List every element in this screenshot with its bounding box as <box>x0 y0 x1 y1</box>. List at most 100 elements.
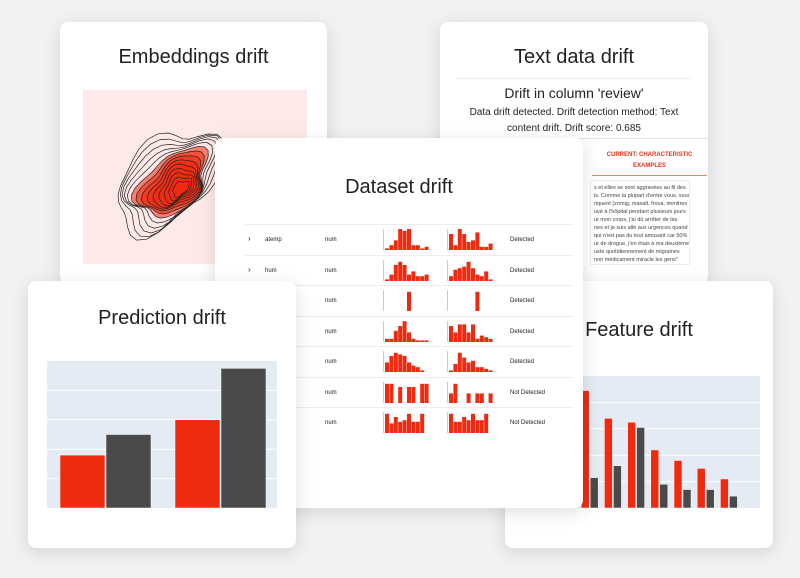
ref-histogram <box>383 290 411 311</box>
table-row[interactable]: num Detected <box>245 315 573 347</box>
density-contour <box>126 142 214 224</box>
table-row[interactable]: num Not Detected <box>245 376 573 408</box>
ref-histogram <box>383 381 429 403</box>
cur-histogram <box>447 351 493 372</box>
drift-status: Detected <box>510 237 535 243</box>
card-title: Dataset drift <box>345 176 453 198</box>
hist-bar <box>424 246 429 250</box>
feature-name: atemp <box>265 237 282 243</box>
hist-bar <box>385 413 389 433</box>
example-line: qui n'est pas du tout amusant car 50% <box>594 233 688 239</box>
hist-bar <box>420 275 425 281</box>
density-contour <box>117 132 225 241</box>
hist-bar <box>389 245 394 250</box>
bar <box>627 421 636 508</box>
expand-chevron-icon[interactable]: › <box>248 234 251 243</box>
hist-bar <box>488 278 493 281</box>
hist-bar <box>420 339 425 342</box>
hist-bar <box>466 242 471 250</box>
cur-histogram <box>447 229 493 250</box>
hist-bar <box>479 275 484 281</box>
hist-bar <box>385 383 389 403</box>
bar <box>682 489 692 508</box>
hist-bar <box>389 274 394 281</box>
hist-bar <box>407 362 411 372</box>
hist-bar <box>411 338 416 342</box>
bar <box>720 478 729 508</box>
hist-bar <box>475 338 480 342</box>
hist-bar <box>453 331 458 342</box>
hist-bar <box>402 320 407 342</box>
hist-bar <box>393 330 398 342</box>
prediction-drift-card: Prediction drift <box>28 281 296 548</box>
hist-bar <box>479 246 484 250</box>
cur-histogram <box>447 320 493 342</box>
hist-bar <box>488 392 493 403</box>
hist-bar <box>457 421 462 433</box>
hist-bar <box>484 368 489 372</box>
ref-histogram <box>383 412 425 433</box>
hist-bar <box>415 275 420 281</box>
hist-bar <box>449 413 453 433</box>
hist-bar <box>407 331 411 342</box>
hist-bar <box>385 248 389 250</box>
hist-bar <box>398 421 403 433</box>
table-row[interactable]: num Not Detected <box>245 407 573 438</box>
hist-bar <box>457 229 462 250</box>
hist-bar <box>471 267 475 281</box>
hist-bar <box>449 275 453 281</box>
table-row[interactable]: › hum num Detected <box>245 254 573 286</box>
example-line: riquent (zomig, maxalt, frova, immitrex <box>594 201 688 207</box>
feature-type: num <box>325 359 337 365</box>
hist-bar <box>484 270 489 281</box>
density-contour <box>119 134 223 238</box>
drift-status: Detected <box>510 267 535 274</box>
bar <box>174 419 221 508</box>
hist-bar <box>420 413 425 433</box>
example-line: s et elles se sont aggravées au fil des <box>594 185 686 191</box>
hist-bar <box>457 267 462 281</box>
card-title: Feature drift <box>585 319 693 341</box>
hist-bar <box>475 392 480 403</box>
hist-bar <box>407 386 411 403</box>
embeddings-contour-plot <box>83 90 307 264</box>
hist-bar <box>462 417 467 433</box>
card-title: Prediction drift <box>98 307 226 329</box>
bar <box>659 483 669 508</box>
bar <box>220 368 267 508</box>
hist-bar <box>457 352 462 372</box>
hist-bar <box>488 370 493 372</box>
feature-type: num <box>325 420 337 426</box>
hist-bar <box>488 243 493 250</box>
hist-bar <box>424 383 429 403</box>
hist-bar <box>389 356 394 372</box>
hist-bar <box>475 291 480 311</box>
drift-status: Not Detected <box>510 420 546 426</box>
hist-bar <box>453 383 458 403</box>
hist-bar <box>385 338 389 342</box>
table-row[interactable]: num Detected <box>245 285 573 316</box>
ref-histogram <box>383 259 429 281</box>
table-row[interactable]: › atemp num Detected <box>245 224 573 255</box>
bar <box>729 495 738 508</box>
tab-current-examples[interactable]: CURRENT: CHARACTERISTIC EXAMPLES <box>592 150 707 176</box>
hist-bar <box>471 323 475 342</box>
hist-bar <box>402 264 407 281</box>
bar <box>696 468 706 508</box>
hist-bar <box>402 230 407 250</box>
hist-bar <box>479 367 484 372</box>
cur-histogram <box>447 412 489 433</box>
hist-bar <box>389 383 394 403</box>
expand-chevron-icon[interactable]: › <box>248 264 251 274</box>
drift-status: Detected <box>510 328 535 335</box>
feature-name: hum <box>265 267 277 274</box>
hist-bar <box>415 339 420 342</box>
table-row[interactable]: num Detected <box>245 346 573 377</box>
bar <box>59 454 106 508</box>
hist-bar <box>449 392 453 403</box>
density-contour <box>121 136 221 234</box>
feature-type: num <box>325 267 337 274</box>
bar <box>613 465 622 508</box>
feature-type: num <box>325 237 337 243</box>
example-line: non médicament miracle les gens" <box>594 257 678 263</box>
